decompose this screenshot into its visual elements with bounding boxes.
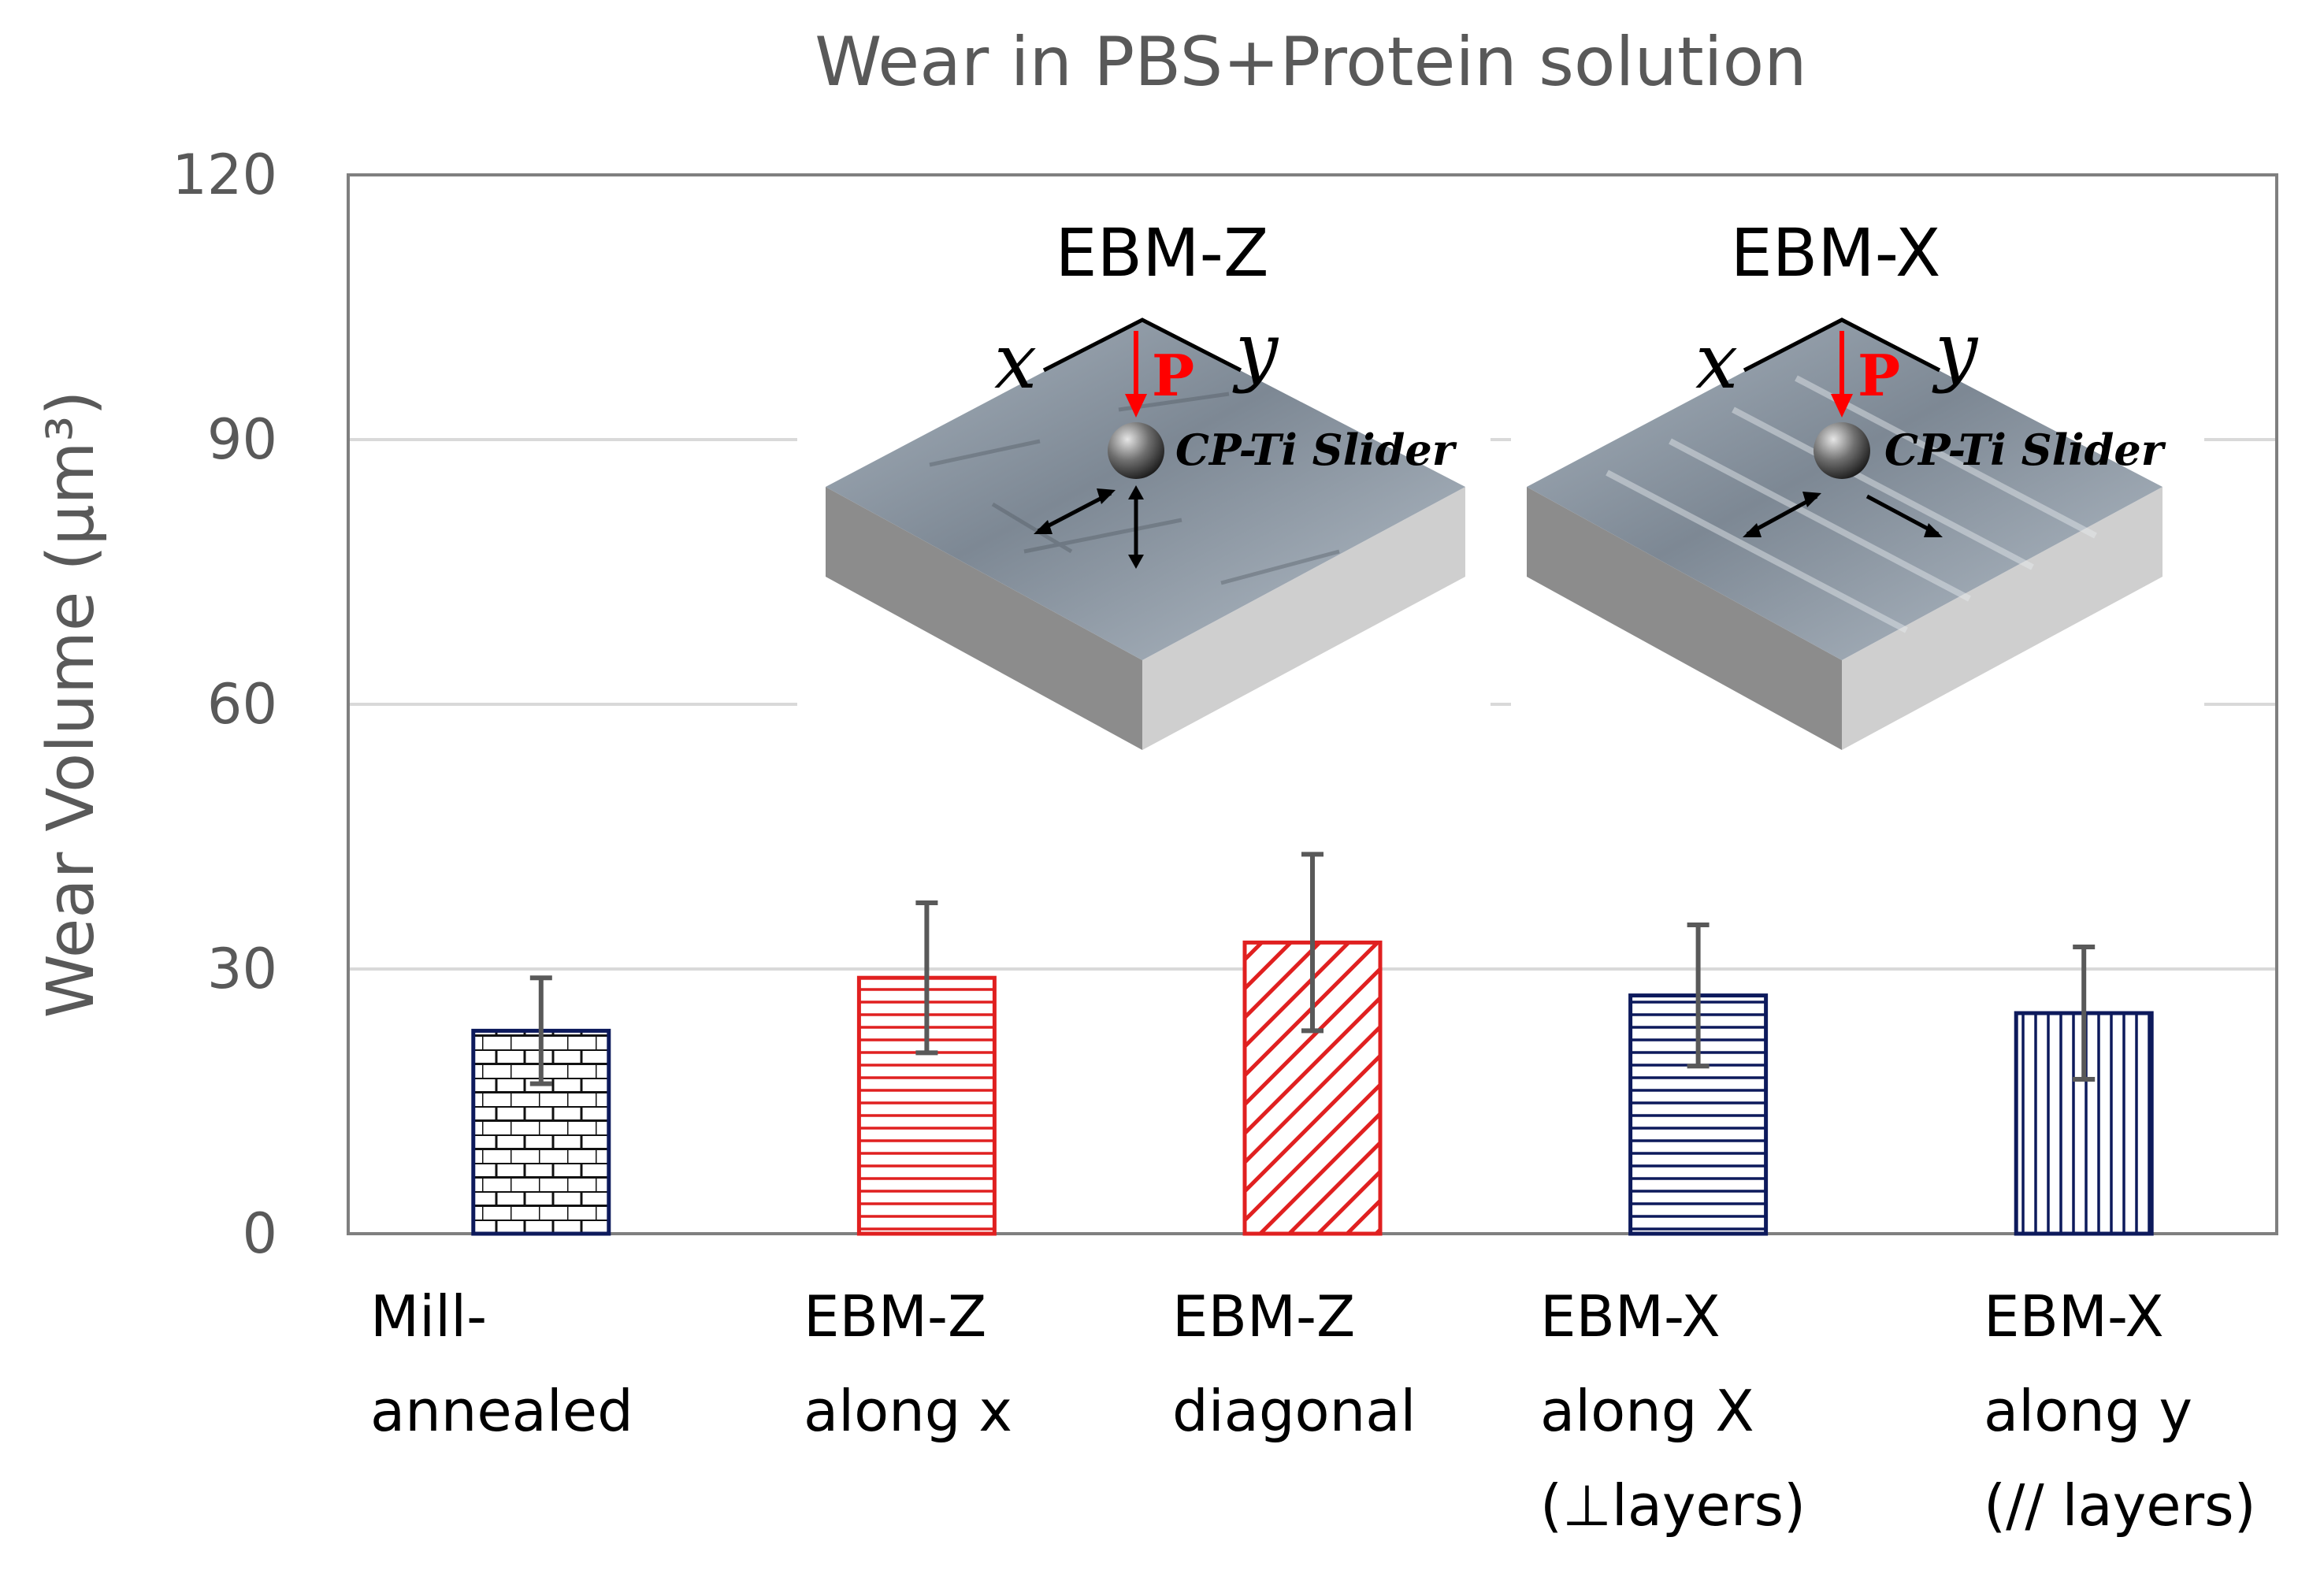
load-arrowhead-x (1831, 394, 1853, 418)
x-tick-label: diagonal (1172, 1378, 1416, 1444)
motion-arrowhead-x-left-b (1802, 492, 1821, 507)
motion-arrowhead-z-diagonal-b (1097, 488, 1116, 504)
block-x-texture (1606, 375, 2097, 633)
x-tick-labels: Mill-annealed EBM-Z along x EBM-Z diagonal EB… (370, 1283, 2256, 1539)
y-axis-label: Wear Volume (μm³) (34, 391, 109, 1019)
y-tick-label: 0 (242, 1201, 277, 1266)
y-tick-label: 60 (207, 672, 277, 737)
load-label-x: P (1858, 342, 1900, 409)
motion-arrowhead-z-vertical-a (1128, 485, 1144, 499)
motion-arrowhead-z-vertical-b (1128, 555, 1144, 569)
block-x-left-face (1527, 487, 1842, 750)
inset-ebm-z-title: EBM-Z (1055, 214, 1268, 291)
x-tick-label: EBM-Z (1172, 1283, 1355, 1350)
axis-z-x-label: x (994, 317, 1037, 406)
motion-arrow-x-left (1746, 494, 1818, 536)
y-tick-label: 90 (207, 407, 277, 472)
block-x-top-surface (1527, 320, 2163, 660)
y-tick-label: 30 (207, 937, 277, 1001)
bar (1628, 993, 1769, 1236)
error-bars (529, 852, 2096, 1086)
motion-arrow-z-diagonal (1037, 491, 1112, 533)
axes-x-lines (1743, 317, 1941, 373)
load-label-z: P (1152, 342, 1194, 409)
axis-x-x-label: x (1695, 317, 1738, 406)
x-tick-label: EBM-X (1540, 1283, 1721, 1350)
inset-ebm-x-title: EBM-X (1731, 214, 1941, 291)
y-tick-label: 120 (172, 143, 277, 207)
block-z-right-face (1142, 487, 1465, 750)
x-tick-label: Mill- (370, 1283, 487, 1350)
x-tick-label: annealed (370, 1378, 633, 1444)
slider-label-z: CP-Ti Slider (1175, 425, 1457, 475)
x-tick-label: along X (1540, 1378, 1754, 1444)
block-x-right-face (1842, 487, 2163, 750)
inset-ebm-z: EBM-Z x y P CP-Ti Slider (797, 214, 1491, 764)
slider-ball-z (1108, 422, 1164, 479)
axis-z-y-label: y (1232, 306, 1279, 395)
block-z-left-face (826, 487, 1142, 750)
motion-arrowhead-z-diagonal-a (1034, 520, 1052, 534)
load-arrowhead-z (1125, 394, 1147, 418)
block-z-top-surface (826, 320, 1465, 660)
motion-arrowhead-x-right-a (1924, 523, 1943, 537)
motion-arrowhead-x-left-a (1743, 523, 1762, 537)
x-tick-label: EBM-X (1984, 1283, 2164, 1350)
slider-label-x: CP-Ti Slider (1884, 425, 2166, 475)
chart-title: Wear in PBS+Protein solution (815, 23, 1806, 102)
motion-arrow-x-right (1866, 494, 1940, 536)
x-tick-label: along x (804, 1378, 1012, 1444)
axes-z-lines (1042, 317, 1242, 373)
x-tick-label: (// layers) (1984, 1472, 2256, 1539)
y-tick-labels: 0 30 60 90 120 (172, 143, 277, 1266)
x-tick-label: EBM-Z (804, 1283, 986, 1350)
x-tick-label: (⊥layers) (1540, 1472, 1806, 1539)
x-tick-label: along y (1984, 1378, 2192, 1444)
axis-x-y-label: y (1932, 306, 1979, 395)
bar (1242, 940, 1383, 1236)
inset-ebm-x: EBM-X x y P CP-Ti Slider (1511, 214, 2204, 764)
slider-ball-x (1814, 422, 1870, 479)
